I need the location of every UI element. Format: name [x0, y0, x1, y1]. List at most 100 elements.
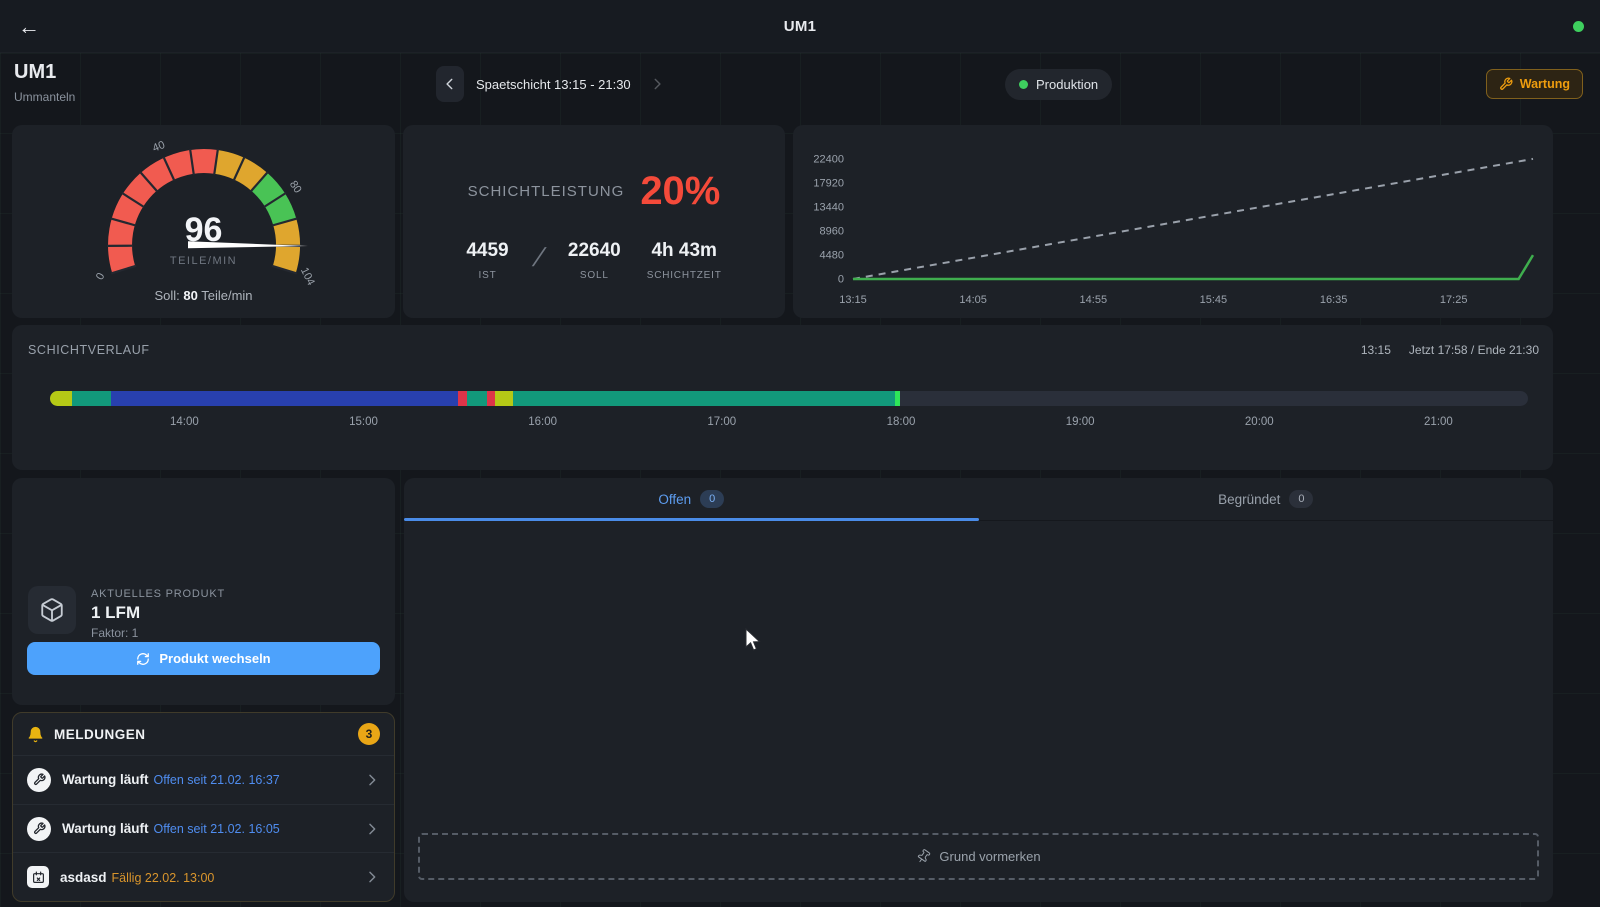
schichtverlauf-times: 13:15 Jetzt 17:58 / Ende 21:30 [1361, 343, 1539, 357]
tab-offen[interactable]: Offen 0 [404, 478, 979, 520]
shift-timeline-labels: 14:00 15:00 16:00 17:00 18:00 19:00 20:00 21:00 [50, 416, 1528, 432]
product-name: 1 LFM [91, 603, 141, 622]
svg-text:8960: 8960 [820, 226, 844, 238]
timeline-time-label: 14:00 [169, 416, 199, 428]
chevron-left-icon [446, 78, 453, 90]
gauge-unit: TEILE/MIN [169, 255, 238, 267]
svg-text:14:55: 14:55 [1080, 294, 1108, 306]
stat-ist: 4459 IST [466, 240, 509, 281]
timeline-time-label: 16:00 [528, 416, 557, 428]
meldungen-card: MELDUNGEN 3 Wartung läuft Offen seit 21.0… [12, 712, 395, 902]
wrench-icon [27, 816, 51, 841]
shift-timeline-bar[interactable] [50, 391, 1528, 406]
back-arrow-icon: ← [18, 14, 40, 39]
meldungen-header[interactable]: MELDUNGEN 3 [13, 713, 394, 756]
package-icon [41, 598, 63, 622]
wrench-icon [1499, 77, 1513, 90]
svg-text:13440: 13440 [813, 201, 844, 213]
shift-progress-chart: 0 4480 8960 13440 17920 22400 13:15 14:05 14:55 1… [813, 153, 1535, 306]
topbar-title: UM1 [783, 17, 817, 35]
svg-text:104: 104 [297, 266, 316, 285]
grund-vormerken-button[interactable]: Grund vormerken [418, 833, 1539, 880]
chevron-right-icon [369, 871, 376, 883]
meldung-row[interactable]: Wartung läuft Offen seit 21.02. 16:37 [13, 756, 394, 805]
tab-begruendet-label: Begründet [1218, 491, 1281, 507]
meldung-text: Wartung läuft Offen seit 21.02. 16:05 [62, 821, 353, 836]
chevron-right-icon [369, 823, 376, 834]
topbar: ← UM1 [0, 0, 1600, 53]
meldungen-title: MELDUNGEN [54, 726, 146, 742]
shift-status-text: Jetzt 17:58 / Ende 21:30 [1408, 343, 1539, 357]
back-button[interactable]: ← [14, 12, 44, 42]
svg-text:17920: 17920 [813, 177, 844, 189]
svg-text:17:25: 17:25 [1440, 294, 1468, 306]
timeline-segment [487, 391, 495, 406]
tab-offen-count-badge: 0 [700, 490, 725, 508]
active-tab-underline [404, 518, 979, 521]
gauge-soll-text: Soll: 80 Teile/min [154, 288, 253, 303]
reasons-panel: Offen 0 Begründet 0 Grund vormerken [404, 478, 1553, 902]
shift-start-time: 13:15 [1360, 343, 1391, 357]
shift-chart-card: 0 4480 8960 13440 17920 22400 13:15 14:05 14:55 1… [793, 125, 1553, 318]
grund-vormerken-label: Grund vormerken [939, 849, 1041, 864]
performance-label: SCHICHTLEISTUNG [467, 183, 625, 200]
timeline-time-label: 15:00 [349, 416, 378, 428]
svg-text:40: 40 [150, 139, 166, 155]
wartung-button-label: Wartung [1519, 77, 1570, 91]
wartung-button[interactable]: Wartung [1485, 69, 1583, 99]
shift-prev-button[interactable] [436, 66, 464, 102]
timeline-time-label: 21:00 [1424, 416, 1453, 428]
calendar-x-icon [27, 866, 49, 889]
tab-begruendet[interactable]: Begründet 0 [979, 478, 1554, 520]
product-card: AKTUELLES PRODUKT 1 LFM Faktor: 1 Produk… [12, 478, 395, 705]
svg-text:22400: 22400 [813, 153, 844, 165]
tab-begruendet-count-badge: 0 [1289, 490, 1314, 508]
meldung-row[interactable]: asdasd Fällig 22.02. 13:00 [13, 853, 394, 901]
timeline-time-label: 18:00 [886, 416, 916, 428]
meldung-text: Wartung läuft Offen seit 21.02. 16:37 [62, 772, 353, 787]
gauge-value: 96 [184, 211, 223, 249]
machine-subtitle: Ummanteln [14, 90, 76, 104]
schichtverlauf-card: SCHICHTVERLAUF 13:15 Jetzt 17:58 / Ende … [12, 325, 1553, 470]
svg-text:16:35: 16:35 [1320, 294, 1348, 306]
performance-card: SCHICHTLEISTUNG 20% 4459 IST / 22640 SOL… [403, 125, 785, 318]
timeline-segment [72, 391, 111, 406]
meldung-text: asdasd Fällig 22.02. 13:00 [60, 870, 353, 885]
production-status-badge: Produktion [1005, 69, 1113, 100]
timeline-segment [512, 391, 896, 406]
schichtverlauf-title: SCHICHTVERLAUF [28, 343, 150, 357]
product-icon-box [28, 586, 76, 634]
timeline-segment [494, 391, 513, 406]
stat-schichtzeit: 4h 43m SCHICHTZEIT [646, 240, 722, 281]
chevron-right-icon [369, 774, 376, 786]
connection-status-icon [1573, 21, 1584, 32]
meldung-row[interactable]: Wartung läuft Offen seit 21.02. 16:05 [13, 805, 394, 854]
svg-text:0: 0 [838, 274, 844, 286]
timeline-segment [50, 391, 73, 406]
shift-next-button[interactable] [643, 66, 671, 102]
meldung-status: Offen seit 21.02. 16:05 [153, 822, 280, 836]
shift-label: Spaetschicht 13:15 - 21:30 [476, 76, 631, 92]
product-label: AKTUELLES PRODUKT [91, 588, 226, 600]
svg-text:4480: 4480 [820, 250, 844, 262]
production-status-label: Produktion [1036, 77, 1099, 92]
stat-soll: 22640 SOLL [567, 240, 621, 281]
timeline-time-label: 20:00 [1244, 416, 1274, 428]
product-faktor: Faktor: 1 [91, 626, 139, 640]
timeline-segment [457, 391, 467, 406]
svg-text:14:05: 14:05 [959, 294, 987, 306]
product-switch-button[interactable]: Produkt wechseln [27, 642, 380, 675]
tab-offen-label: Offen [658, 491, 692, 507]
performance-percent: 20% [640, 169, 721, 213]
shift-selector: Spaetschicht 13:15 - 21:30 [436, 66, 671, 102]
wrench-icon [27, 767, 51, 792]
tabstrip: Offen 0 Begründet 0 [404, 478, 1553, 521]
timeline-segment [466, 391, 488, 406]
timeline-now-marker [895, 391, 900, 406]
svg-text:0: 0 [93, 271, 106, 282]
timeline-segment [110, 391, 458, 406]
production-status-dot-icon [1019, 80, 1028, 89]
timeline-time-label: 17:00 [707, 416, 737, 428]
svg-text:80: 80 [286, 179, 303, 196]
refresh-icon [137, 652, 150, 665]
